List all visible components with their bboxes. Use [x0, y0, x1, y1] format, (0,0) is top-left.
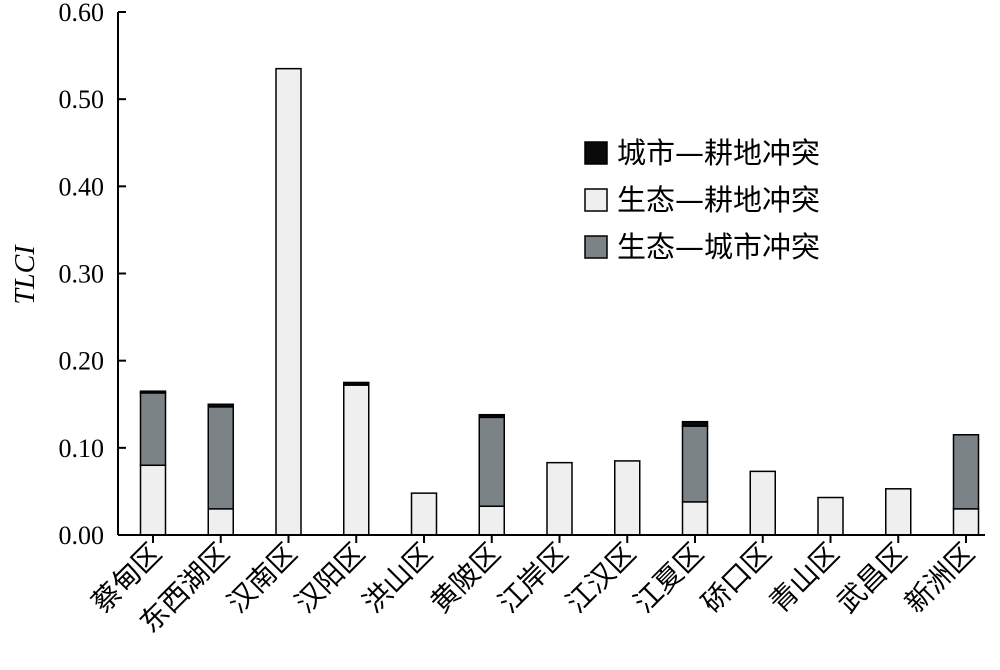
x-tick-label: 青山区: [763, 537, 846, 620]
bar-segment: [681, 501, 709, 536]
bar-segment: [343, 381, 370, 386]
bar-segment: [139, 390, 167, 394]
x-tick-label: 新洲区: [898, 537, 981, 620]
bar-segment: [817, 496, 844, 536]
x-tick-label: 江夏区: [627, 537, 710, 620]
legend-swatch: [584, 141, 608, 165]
bar-segment: [207, 508, 234, 536]
bar-segment: [546, 461, 573, 536]
x-tick-label: 汉南区: [221, 537, 304, 620]
legend-label: 城市—耕地冲突: [617, 136, 820, 170]
y-tick-label: 0.50: [59, 85, 105, 114]
x-tick-label: 黄陂区: [424, 537, 507, 620]
x-tick-label: 硚口区: [695, 537, 778, 620]
y-tick-label: 0.30: [59, 260, 105, 289]
x-tick-label: 江汉区: [559, 537, 642, 620]
bar-segment: [478, 416, 505, 507]
x-tick-label: 江岸区: [492, 537, 575, 620]
bar-segment: [885, 488, 912, 536]
bar-segment: [478, 505, 505, 536]
bar-segment: [139, 392, 167, 467]
legend-label: 生态—耕地冲突: [617, 183, 820, 217]
bar-segment: [952, 508, 980, 536]
bar-segment: [681, 425, 709, 503]
bars: [139, 67, 980, 536]
bar-segment: [207, 406, 234, 510]
bar-segment: [614, 460, 641, 536]
bar-segment: [275, 67, 302, 536]
y-tick-label: 0.60: [59, 0, 105, 27]
y-axis-title: TLCI: [10, 244, 41, 305]
y-tick-label: 0.00: [59, 521, 105, 550]
bar-segment: [681, 420, 709, 427]
legend-label: 生态—城市冲突: [617, 230, 820, 264]
x-tick-label: 武昌区: [830, 537, 913, 620]
x-tick-label: 汉阳区: [288, 537, 371, 620]
y-tick-label: 0.40: [59, 172, 105, 201]
bar-segment: [410, 492, 438, 536]
bar-segment: [343, 384, 370, 536]
bar-segment: [952, 434, 980, 510]
bar-segment: [478, 413, 505, 419]
legend-swatch: [584, 188, 608, 212]
bar-segment: [207, 403, 234, 408]
bar-segment: [749, 470, 776, 536]
y-axis: 0.00 0.10 0.20 0.30 0.40 0.50 0.60: [59, 0, 126, 550]
y-tick-label: 0.20: [59, 347, 105, 376]
legend-swatch: [584, 235, 608, 259]
y-tick-label: 0.10: [59, 434, 105, 463]
x-tick-label: 洪山区: [356, 537, 439, 620]
bar-segment: [139, 464, 167, 536]
